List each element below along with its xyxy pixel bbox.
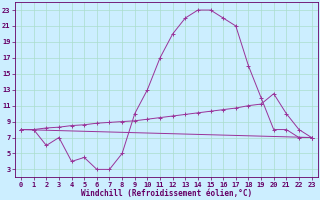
X-axis label: Windchill (Refroidissement éolien,°C): Windchill (Refroidissement éolien,°C) — [81, 189, 252, 198]
